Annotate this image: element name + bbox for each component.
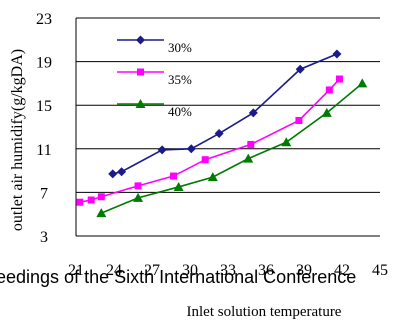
data-point-0-2 bbox=[157, 145, 167, 155]
data-point-1-5 bbox=[201, 156, 209, 164]
data-point-1-3 bbox=[134, 182, 142, 190]
y-tick-label-0: 3 bbox=[40, 229, 48, 246]
y-tick-labels: 3 7 11 15 19 23 bbox=[36, 11, 52, 246]
legend: 30% 35% 40% bbox=[117, 35, 192, 119]
legend-marker-0 bbox=[136, 35, 145, 45]
y-tick-label-3: 15 bbox=[36, 98, 52, 115]
data-point-2-5 bbox=[281, 137, 292, 147]
series-line-1 bbox=[79, 78, 341, 203]
x-tick-label-7: 42 bbox=[334, 262, 350, 279]
data-point-1-2 bbox=[97, 193, 105, 201]
data-point-2-4 bbox=[243, 153, 254, 163]
x-tick-label-5: 36 bbox=[258, 262, 274, 279]
series-line-0 bbox=[112, 53, 338, 175]
x-tick-label-6: 39 bbox=[296, 262, 312, 279]
x-axis-title: Inlet solution temperature bbox=[187, 304, 342, 320]
x-tick-label-8: 45 bbox=[372, 262, 388, 279]
data-point-2-3 bbox=[207, 172, 218, 182]
y-tick-label-5: 23 bbox=[36, 11, 52, 28]
gridlines bbox=[76, 17, 380, 237]
data-point-0-0 bbox=[108, 169, 118, 179]
data-point-0-4 bbox=[214, 129, 224, 139]
data-point-1-1 bbox=[87, 196, 95, 204]
x-tick-label-3: 30 bbox=[182, 262, 198, 279]
legend-label-2: 40% bbox=[168, 104, 192, 119]
data-point-0-5 bbox=[248, 108, 258, 118]
y-tick-label-2: 11 bbox=[36, 142, 51, 159]
series-0 bbox=[108, 49, 342, 179]
data-point-0-7 bbox=[332, 49, 342, 59]
x-tick-label-2: 27 bbox=[144, 262, 160, 279]
data-point-2-7 bbox=[357, 78, 368, 88]
data-point-2-1 bbox=[133, 192, 144, 202]
data-point-1-7 bbox=[295, 116, 303, 124]
data-point-2-6 bbox=[321, 107, 332, 117]
series-1 bbox=[76, 75, 343, 206]
x-tick-label-1: 24 bbox=[106, 262, 122, 279]
data-point-0-3 bbox=[186, 144, 196, 154]
y-tick-label-4: 19 bbox=[36, 55, 52, 72]
legend-label-0: 30% bbox=[168, 40, 192, 55]
data-point-1-4 bbox=[170, 172, 178, 180]
series-2 bbox=[96, 78, 368, 218]
data-point-0-6 bbox=[295, 64, 305, 74]
legend-marker-1 bbox=[137, 68, 144, 76]
series-line-2 bbox=[101, 82, 363, 214]
overlay-caption: eedings of the Sixth International Confe… bbox=[0, 267, 356, 287]
legend-label-1: 35% bbox=[168, 72, 192, 87]
x-tick-label-0: 21 bbox=[68, 262, 84, 279]
series-layer bbox=[76, 49, 368, 218]
data-point-0-1 bbox=[117, 167, 127, 177]
legend-marker-2 bbox=[135, 99, 146, 108]
y-axis-title: outlet air humidify(g/kgDA) bbox=[9, 49, 26, 231]
data-point-1-0 bbox=[76, 198, 84, 206]
data-point-1-6 bbox=[247, 140, 255, 148]
x-tick-label-4: 33 bbox=[220, 262, 236, 279]
y-tick-label-1: 7 bbox=[40, 185, 48, 202]
data-point-1-9 bbox=[335, 75, 343, 83]
data-point-2-0 bbox=[96, 208, 107, 218]
data-point-2-2 bbox=[173, 181, 184, 191]
data-point-1-8 bbox=[325, 86, 333, 94]
x-tick-labels: 21 24 27 30 33 36 39 42 45 bbox=[68, 262, 388, 279]
